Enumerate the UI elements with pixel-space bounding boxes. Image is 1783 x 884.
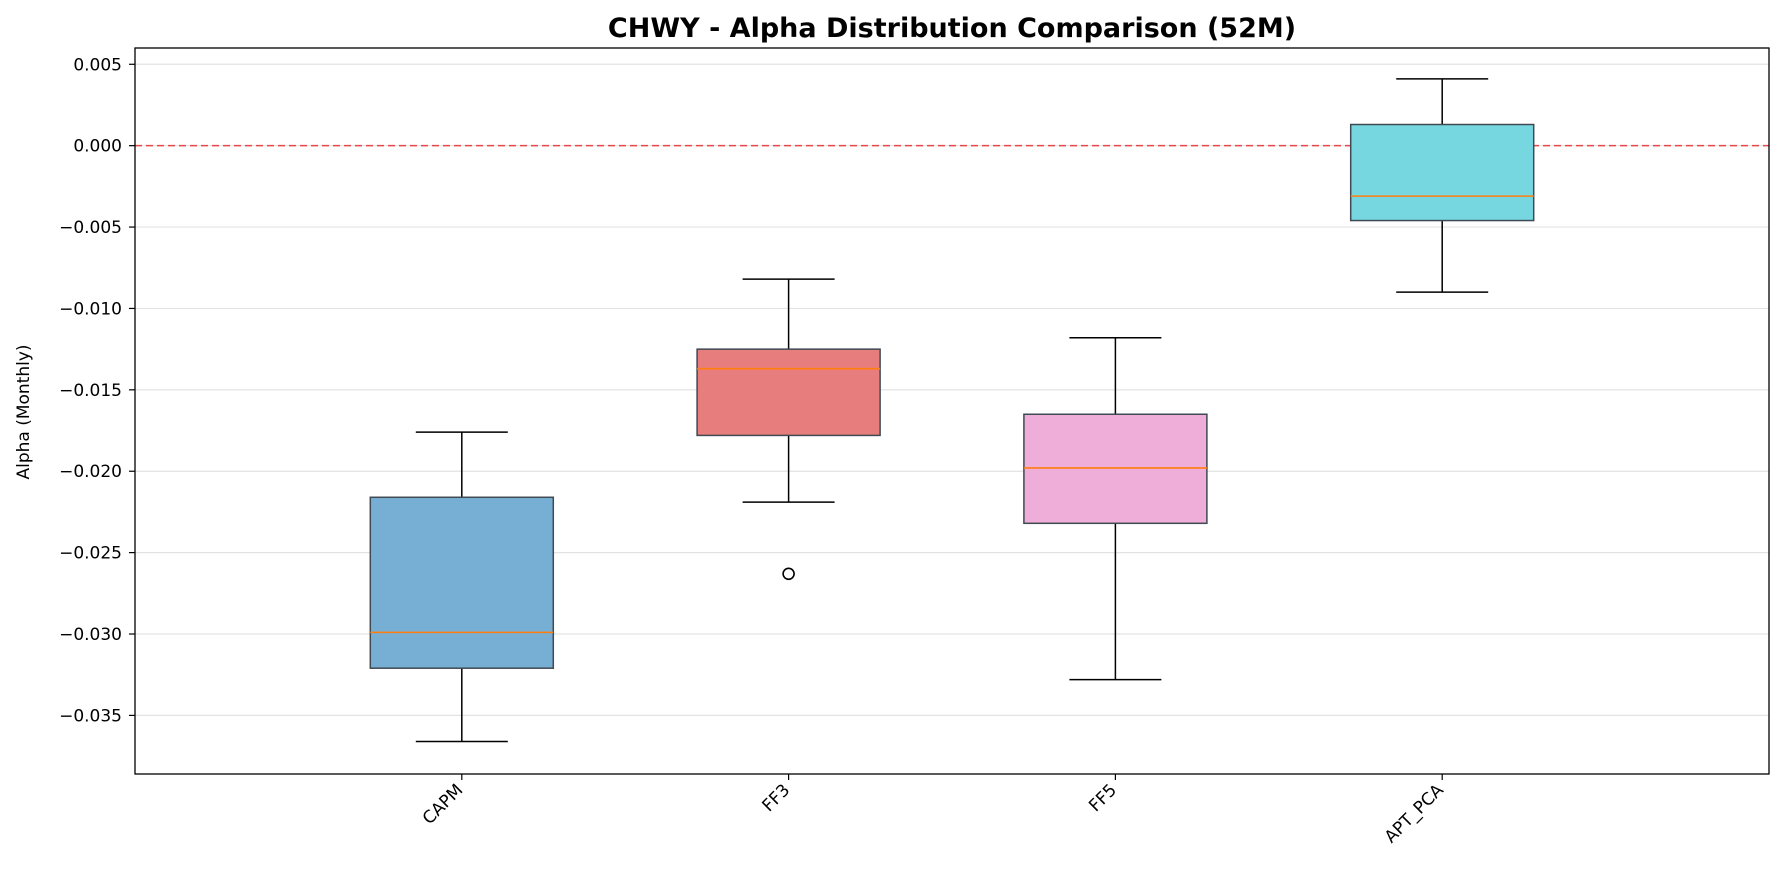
x-tick-label: APT_PCA [1381,780,1448,847]
y-tick-label: −0.015 [59,381,122,401]
y-tick-label: −0.025 [59,544,122,564]
x-tick-label: CAPM [419,780,467,828]
box-series [369,78,1535,743]
y-tick-label: −0.030 [59,625,122,645]
box-capm [369,431,555,743]
iqr-box [369,496,555,669]
x-tick-label: FF3 [759,780,795,816]
box-ff3 [696,278,881,581]
chart-title: CHWY - Alpha Distribution Comparison (52… [608,13,1296,44]
x-tick-label: FF5 [1085,780,1121,816]
x-axis-ticks: CAPM FF3 FF5 APT_PCA [419,774,1448,847]
y-axis-ticks: 0.005 0.000 −0.005 −0.010 −0.015 −0.020 −0.025… [59,55,135,726]
plot-area-frame [134,47,1770,775]
outlier-point [782,567,795,581]
box-apt-pca [1349,78,1535,293]
iqr-box [1349,123,1535,222]
iqr-box [696,348,881,437]
box-ff5 [1023,336,1208,681]
y-tick-label: 0.000 [73,137,122,157]
y-tick-label: 0.005 [73,55,122,75]
y-tick-label: −0.020 [59,462,122,482]
y-axis-label: Alpha (Monthly) [14,344,34,479]
iqr-box [1023,413,1208,525]
y-tick-label: −0.010 [59,299,122,319]
y-tick-label: −0.005 [59,218,122,238]
y-tick-label: −0.035 [59,706,122,726]
